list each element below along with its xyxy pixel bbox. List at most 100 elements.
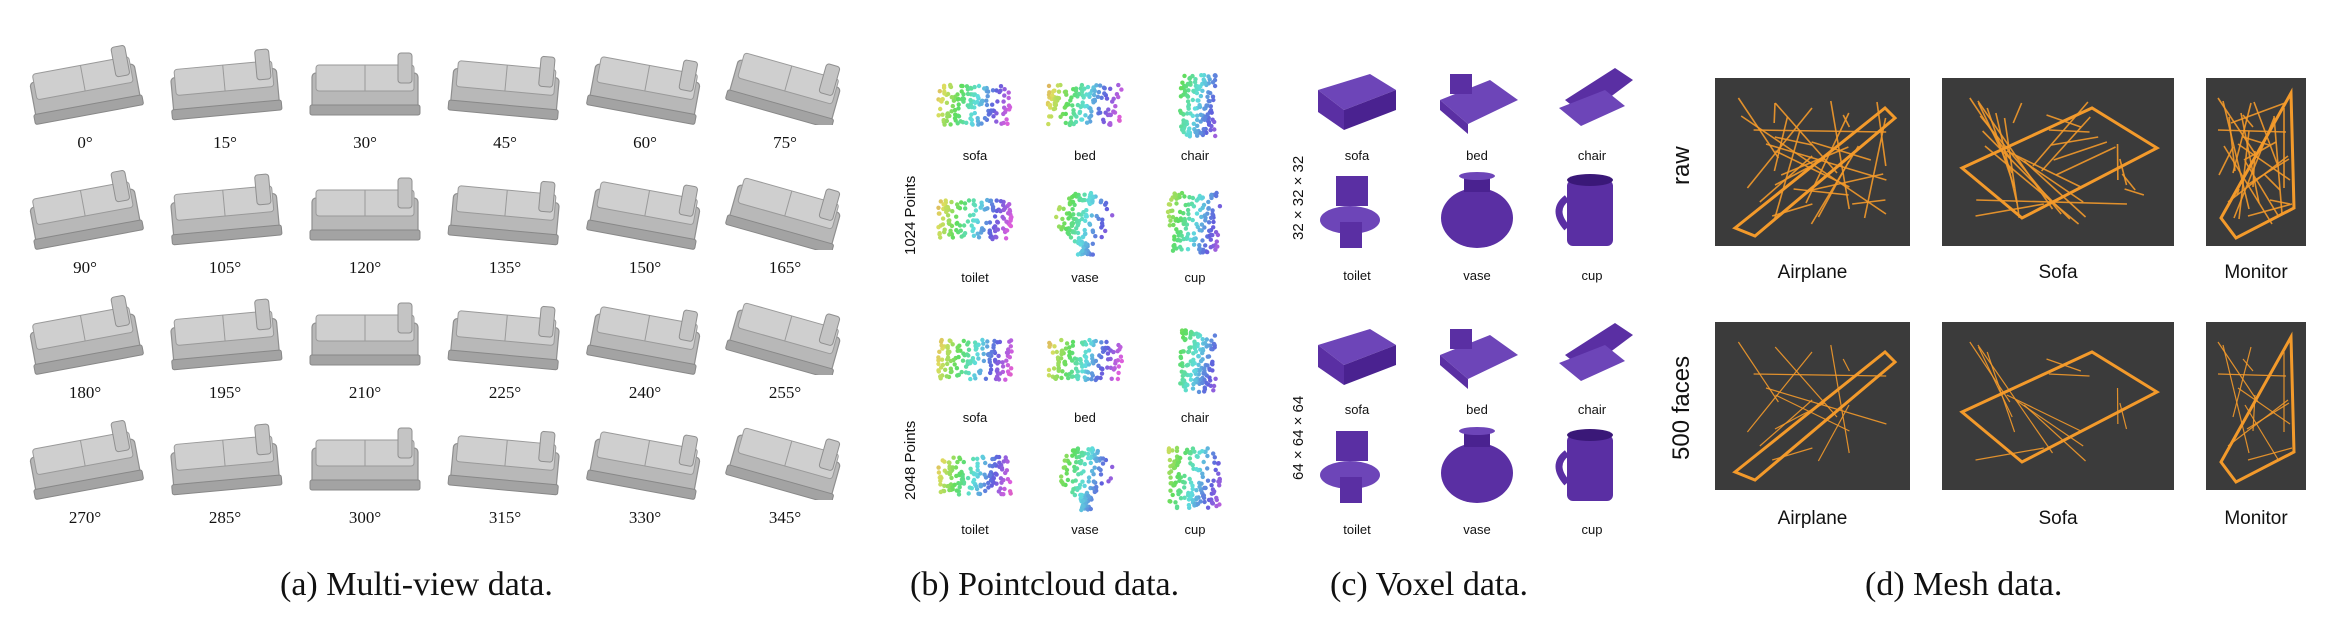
cup-voxel bbox=[1555, 174, 1613, 246]
angle-label: 15° bbox=[213, 133, 237, 152]
angle-label: 270° bbox=[68, 508, 102, 527]
mesh-object-label: Monitor bbox=[2224, 508, 2288, 529]
pointcloud-panel: 1024 Points 2048 Points sofa bed chair toil… bbox=[880, 0, 1280, 640]
bed-render bbox=[309, 177, 421, 241]
mesh-row-label-raw: raw bbox=[1668, 146, 1695, 185]
bed-render bbox=[447, 305, 560, 371]
bed-render bbox=[725, 177, 841, 250]
voxel-object-label: sofa bbox=[1344, 402, 1370, 417]
pointcloud-row-label-1024: 1024 Points bbox=[902, 175, 919, 255]
pointcloud-caption: (b) Pointcloud data. bbox=[910, 566, 1180, 603]
pointcloud-object-label: vase bbox=[1071, 522, 1099, 537]
mesh-wireframe bbox=[1959, 97, 2161, 225]
angle-label: 240° bbox=[628, 383, 662, 402]
chair-voxel bbox=[1559, 323, 1633, 381]
toilet-pointcloud bbox=[936, 454, 1013, 497]
voxel-object-label: cup bbox=[1581, 522, 1603, 537]
pointcloud-object-label: chair bbox=[1180, 148, 1210, 163]
angle-label: 300° bbox=[348, 508, 382, 527]
toilet-voxel bbox=[1320, 176, 1380, 248]
vase-voxel bbox=[1441, 172, 1513, 248]
bed-render bbox=[170, 423, 283, 496]
toilet-voxel bbox=[1320, 431, 1380, 503]
sofa-voxel bbox=[1318, 329, 1396, 385]
mesh-render-airplane bbox=[1715, 322, 1910, 490]
pointcloud-object-label: cup bbox=[1184, 270, 1206, 285]
bed-render bbox=[29, 170, 144, 250]
pointcloud-object-label: chair bbox=[1180, 410, 1210, 425]
angle-label: 150° bbox=[628, 258, 662, 277]
mesh-wireframe bbox=[2217, 331, 2296, 484]
mesh-object-label: Sofa bbox=[2038, 262, 2078, 283]
angle-label: 0° bbox=[77, 133, 93, 152]
vase-pointcloud bbox=[1059, 446, 1115, 513]
pointcloud-object-label: toilet bbox=[961, 270, 989, 285]
bed-render bbox=[725, 427, 841, 500]
angle-label: 30° bbox=[353, 133, 377, 152]
voxel-object-label: toilet bbox=[1343, 522, 1371, 537]
bed-render bbox=[447, 430, 560, 496]
voxel-object-label: bed bbox=[1466, 148, 1488, 163]
bed-render bbox=[725, 52, 841, 125]
mesh-render-monitor bbox=[2206, 322, 2306, 490]
mesh-render-monitor bbox=[2206, 78, 2306, 246]
mesh-render-airplane bbox=[1715, 78, 1910, 246]
voxel-object-label: vase bbox=[1463, 522, 1491, 537]
vase-voxel bbox=[1441, 427, 1513, 503]
bed-render bbox=[309, 302, 421, 366]
toilet-pointcloud bbox=[936, 197, 1014, 242]
bed-render bbox=[309, 427, 421, 491]
pointcloud-object-label: sofa bbox=[962, 410, 988, 425]
angle-label: 135° bbox=[488, 258, 522, 277]
chair-pointcloud bbox=[1178, 328, 1218, 395]
bed-render bbox=[170, 298, 283, 371]
bed-render bbox=[170, 48, 283, 121]
angle-label: 45° bbox=[493, 133, 517, 152]
voxel-row-label-32: 32 × 32 × 32 bbox=[1290, 155, 1307, 240]
voxel-object-label: bed bbox=[1466, 402, 1488, 417]
voxel-row-label-64: 64 × 64 × 64 bbox=[1290, 395, 1307, 480]
bed-voxel bbox=[1440, 329, 1518, 389]
angle-label: 120° bbox=[348, 258, 382, 277]
sofa-voxel bbox=[1318, 74, 1396, 130]
mesh-wireframe bbox=[1732, 97, 1898, 238]
bed-render bbox=[447, 55, 560, 121]
cup-pointcloud bbox=[1165, 190, 1223, 255]
angle-label: 345° bbox=[768, 508, 802, 527]
mesh-object-label: Sofa bbox=[2038, 508, 2078, 529]
pointcloud-object-label: toilet bbox=[961, 522, 989, 537]
mesh-render-sofa bbox=[1942, 78, 2174, 246]
bed-render bbox=[586, 431, 701, 500]
voxel-object-label: vase bbox=[1463, 268, 1491, 283]
mesh-wireframe bbox=[1959, 341, 2161, 464]
angle-label: 285° bbox=[208, 508, 242, 527]
bed-pointcloud bbox=[1046, 337, 1124, 383]
angle-label: 195° bbox=[208, 383, 242, 402]
voxel-object-label: toilet bbox=[1343, 268, 1371, 283]
voxel-caption: (c) Voxel data. bbox=[1330, 566, 1528, 603]
pointcloud-object-label: bed bbox=[1074, 410, 1096, 425]
voxel-object-label: chair bbox=[1577, 402, 1607, 417]
pointcloud-row-label-2048: 2048 Points bbox=[902, 420, 919, 500]
angle-label: 255° bbox=[768, 383, 802, 402]
multiview-caption: (a) Multi-view data. bbox=[280, 566, 553, 603]
mesh-caption: (d) Mesh data. bbox=[1865, 566, 2063, 603]
cup-voxel bbox=[1555, 429, 1613, 501]
angle-label: 90° bbox=[73, 258, 97, 277]
bed-render bbox=[29, 420, 144, 500]
bed-render bbox=[29, 45, 144, 125]
sofa-pointcloud bbox=[936, 82, 1013, 127]
angle-label: 165° bbox=[768, 258, 802, 277]
angle-label: 105° bbox=[208, 258, 242, 277]
bed-render bbox=[725, 302, 841, 375]
mesh-row-label-500faces: 500 faces bbox=[1668, 355, 1695, 460]
angle-label: 60° bbox=[633, 133, 657, 152]
multiview-panel: 0° 15° 30° 45° 60° 75° 90° 105° 120° 135° 150° 165°… bbox=[0, 0, 880, 640]
chair-voxel bbox=[1559, 68, 1633, 126]
mesh-object-label: Monitor bbox=[2224, 262, 2288, 283]
cup-pointcloud bbox=[1166, 445, 1222, 511]
mesh-render-sofa bbox=[1942, 322, 2174, 490]
bed-render bbox=[170, 173, 283, 246]
voxel-panel: 32 × 32 × 32 64 × 64 × 64 sofa bed chair to… bbox=[1270, 0, 1633, 640]
bed-voxel bbox=[1440, 74, 1518, 134]
